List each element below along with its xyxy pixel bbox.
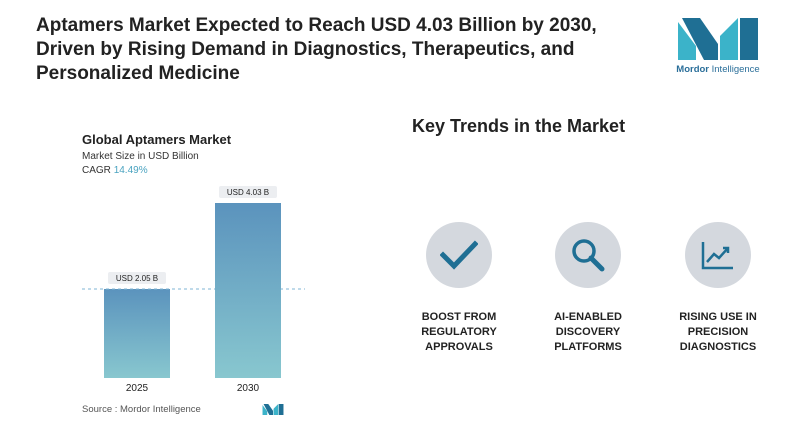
mordor-logo-icon [678, 18, 758, 60]
headline-line-2: Driven by Rising Demand in Diagnostics, … [36, 39, 575, 60]
chart-title: Global Aptamers Market [82, 132, 232, 147]
source-logo-icon [262, 404, 284, 415]
trend-label: RISING USE IN PRECISION DIAGNOSTICS [679, 311, 757, 353]
value-label-bg-2030 [219, 186, 277, 198]
magnifier-icon [572, 239, 605, 272]
logo-word-rest: Intelligence [709, 64, 760, 75]
headline: Aptamers Market Expected to Reach USD 4.… [36, 14, 636, 86]
chart-subtitle: Market Size in USD Billion [82, 151, 199, 162]
headline-line-3: Personalized Medicine [36, 63, 240, 84]
trend-regulatory: BOOST FROM REGULATORY APPROVALS [394, 222, 524, 355]
trends-title: Key Trends in the Market [412, 116, 626, 136]
chart-header: Global Aptamers Market Market Size in US… [82, 132, 231, 178]
chart-source: Source : Mordor Intelligence [82, 404, 201, 415]
trend-circle [426, 222, 492, 288]
chart-cagr: CAGR 14.49% [82, 164, 231, 178]
trend-label: AI-ENABLED DISCOVERY PLATFORMS [554, 311, 622, 353]
category-label-2025: 2025 [126, 383, 149, 394]
category-label-2030: 2030 [237, 383, 260, 394]
logo-wordmark: Mordor Intelligence [668, 64, 768, 75]
bar-2030 [215, 203, 281, 378]
headline-line-1: Aptamers Market Expected to Reach USD 4.… [36, 15, 597, 36]
bar-chart: USD 2.05 B 2025 USD 4.03 B 2030 [82, 186, 305, 394]
checkmark-icon [440, 240, 478, 270]
trend-circle [555, 222, 621, 288]
mordor-logo: Mordor Intelligence [668, 18, 768, 80]
value-label-2030: USD 4.03 B [227, 188, 269, 197]
trend-label: BOOST FROM REGULATORY APPROVALS [421, 311, 497, 353]
cagr-value: 14.49% [113, 165, 148, 176]
value-label-bg-2025 [108, 271, 166, 284]
trend-circle [685, 222, 751, 288]
line-chart-icon [701, 242, 733, 270]
value-label-2025: USD 2.05 B [116, 274, 158, 283]
cagr-label: CAGR [82, 165, 111, 176]
trend-ai: AI-ENABLED DISCOVERY PLATFORMS [523, 222, 653, 355]
bar-2025 [104, 288, 170, 378]
logo-word-bold: Mordor [676, 64, 709, 75]
trend-precision: RISING USE IN PRECISION DIAGNOSTICS [653, 222, 783, 355]
